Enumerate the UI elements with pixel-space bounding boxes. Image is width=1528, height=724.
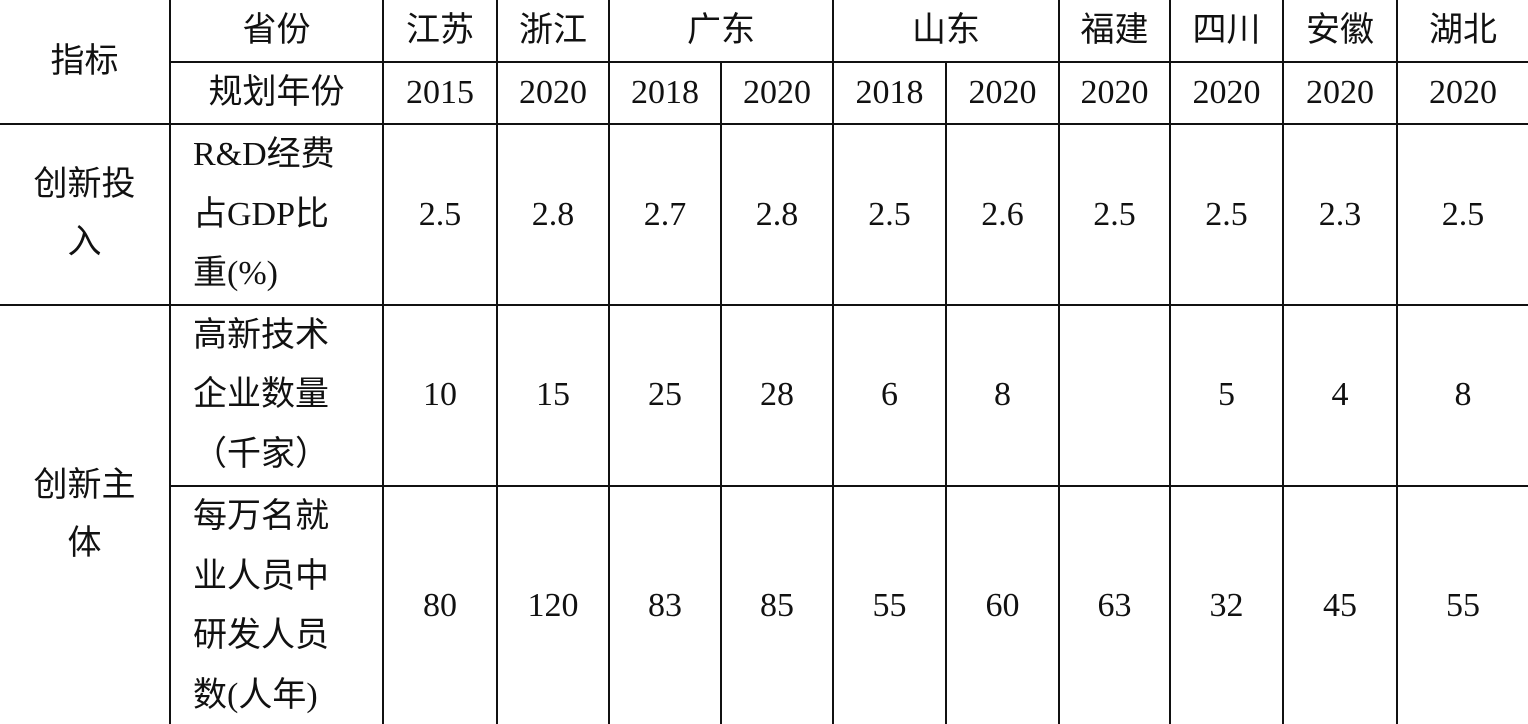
value-cell: 25 — [608, 303, 722, 487]
year-cell: 2015 — [382, 61, 498, 125]
header-cell: 规划年份 — [170, 61, 384, 125]
year-cell: 2020 — [496, 61, 610, 125]
province-cell: 山东 — [832, 0, 1060, 63]
value-cell: 2.5 — [1169, 123, 1284, 306]
value-cell: 60 — [945, 484, 1060, 724]
group-cell: 创新主体 — [0, 303, 171, 724]
value-cell: 80 — [382, 484, 498, 724]
table-row: 每万名就业人员中研发人员数(人年) 80 120 83 85 55 60 63 32 45 55 — [0, 484, 1528, 724]
province-cell: 江苏 — [382, 0, 498, 63]
value-cell: 2.8 — [496, 123, 610, 306]
value-cell: 2.5 — [1396, 123, 1528, 306]
value-cell: 63 — [1058, 484, 1171, 724]
table-row: 规划年份 2015 2020 2018 2020 2018 2020 2020 2020 2020… — [0, 61, 1528, 125]
province-cell: 浙江 — [496, 0, 610, 63]
province-cell: 安徽 — [1282, 0, 1398, 63]
value-cell: 4 — [1282, 303, 1398, 487]
value-cell: 2.5 — [1058, 123, 1171, 306]
value-cell: 2.7 — [608, 123, 722, 306]
indicator-label: 每万名就业人员中研发人员数(人年) — [193, 498, 329, 714]
indicator-cell: 每万名就业人员中研发人员数(人年) — [170, 484, 384, 724]
indicator-label: 高新技术企业数量（千家） — [193, 316, 329, 473]
value-cell: 120 — [496, 484, 610, 724]
value-cell: 2.3 — [1282, 123, 1398, 306]
year-cell: 2020 — [1282, 61, 1398, 125]
value-cell: 32 — [1169, 484, 1284, 724]
table-row: 创新投入 R&D经费占GDP比重(%) 2.5 2.8 2.7 2.8 2.5 2.6 2.5 2… — [0, 123, 1528, 306]
group-label: 创新主体 — [33, 467, 136, 562]
value-cell: 2.8 — [720, 123, 834, 306]
group-label: 创新投入 — [33, 166, 136, 262]
value-cell: 8 — [945, 303, 1060, 487]
value-cell: 83 — [608, 484, 722, 724]
year-cell: 2020 — [1169, 61, 1284, 125]
value-cell: 2.6 — [945, 123, 1060, 306]
indicator-label: R&D经费占GDP比重(%) — [193, 136, 335, 292]
table-row: 创新主体 高新技术企业数量（千家） 10 15 25 28 6 8 5 4 8 — [0, 303, 1528, 724]
province-cell: 四川 — [1169, 0, 1284, 63]
year-cell: 2018 — [832, 61, 947, 125]
year-cell: 2018 — [608, 61, 722, 125]
table-row: 指标 省份 江苏 浙江 广东 山东 福建 四川 安徽 湖北 — [0, 0, 1528, 125]
value-cell: 85 — [720, 484, 834, 724]
indicator-cell: R&D经费占GDP比重(%) — [169, 123, 384, 306]
value-cell: 2.5 — [382, 123, 498, 306]
year-cell: 2020 — [1396, 61, 1528, 125]
province-cell: 广东 — [608, 0, 834, 63]
header-cell: 省份 — [169, 0, 384, 63]
value-cell — [1058, 303, 1171, 487]
year-cell: 2020 — [945, 61, 1060, 125]
value-cell: 15 — [496, 303, 610, 487]
group-cell: 创新投入 — [0, 123, 171, 306]
year-cell: 2020 — [1058, 61, 1171, 125]
province-cell: 湖北 — [1396, 0, 1528, 63]
value-cell: 28 — [720, 303, 834, 487]
value-cell: 5 — [1169, 303, 1284, 487]
value-cell: 55 — [1396, 484, 1528, 724]
value-cell: 10 — [382, 303, 498, 487]
value-cell: 6 — [832, 303, 947, 487]
value-cell: 2.5 — [832, 123, 947, 306]
year-cell: 2020 — [720, 61, 834, 125]
value-cell: 45 — [1282, 484, 1398, 724]
value-cell: 8 — [1396, 303, 1528, 487]
indicator-cell: 高新技术企业数量（千家） — [169, 303, 384, 487]
province-cell: 福建 — [1058, 0, 1171, 63]
value-cell: 55 — [832, 484, 947, 724]
corner-cell: 指标 — [0, 0, 171, 125]
